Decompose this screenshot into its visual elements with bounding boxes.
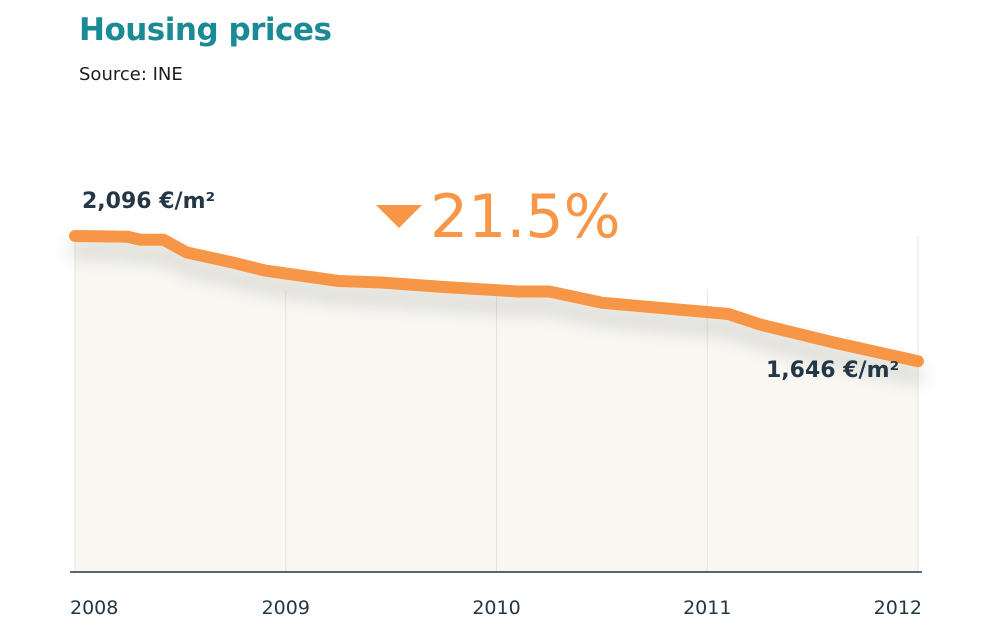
change-indicator: 21.5% <box>376 182 621 252</box>
x-tick-label: 2009 <box>262 597 310 619</box>
down-triangle-icon <box>376 205 422 228</box>
chart-source: Source: INE <box>79 64 183 85</box>
chart-title: Housing prices <box>79 12 332 48</box>
x-tick-label: 2011 <box>683 597 731 619</box>
x-tick-label: 2012 <box>874 597 922 619</box>
start-value-label: 2,096 €/m² <box>82 189 215 214</box>
x-tick-label: 2008 <box>70 597 118 619</box>
price-series-line <box>69 230 924 368</box>
x-tick-label: 2010 <box>472 597 520 619</box>
percent-change-label: 21.5% <box>430 182 621 252</box>
end-value-label: 1,646 €/m² <box>766 358 899 383</box>
